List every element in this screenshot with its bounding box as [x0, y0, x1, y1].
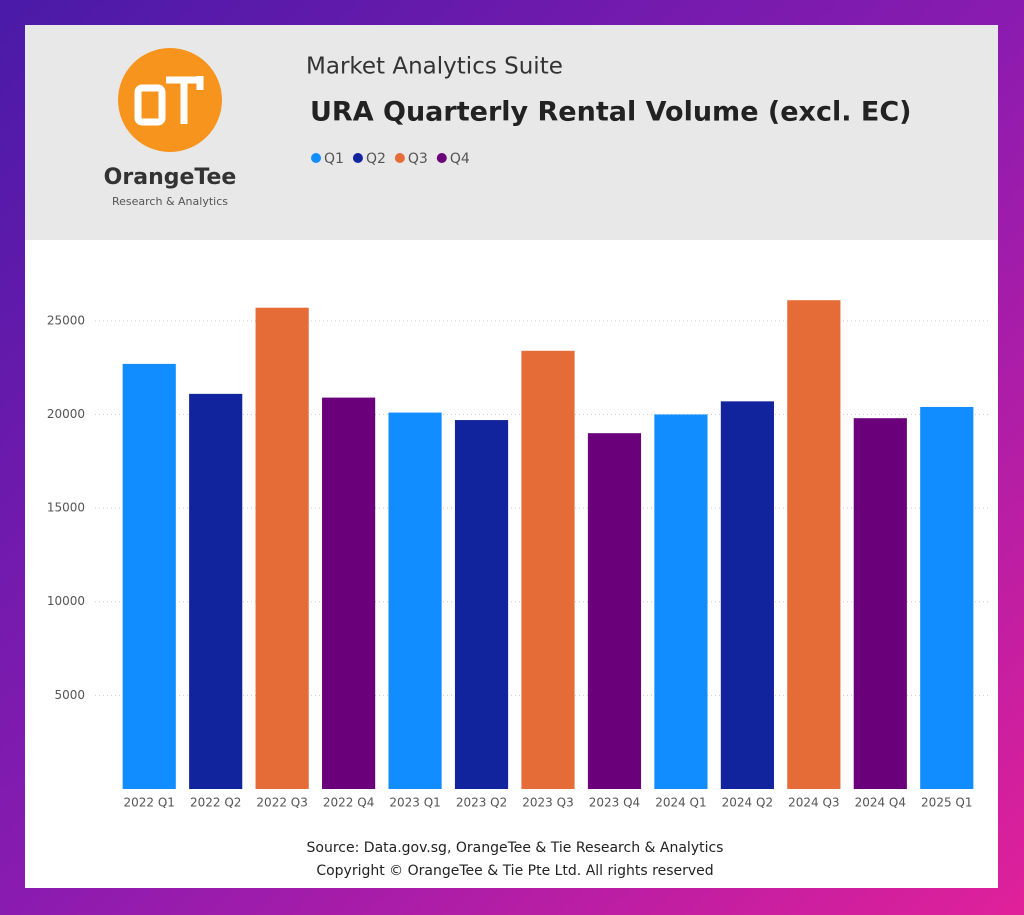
legend-label: Q2: [366, 151, 386, 167]
legend-swatch: [311, 153, 321, 163]
legend-swatch: [352, 153, 363, 163]
x-tick-label: 2024 Q2: [722, 796, 773, 810]
bar: [122, 363, 176, 789]
legend-label: Q4: [450, 151, 470, 167]
x-tick-label: 2023 Q1: [389, 796, 440, 810]
bar: [388, 412, 442, 789]
x-tick-label: 2022 Q1: [124, 796, 175, 810]
y-tick-label: 20000: [47, 407, 85, 421]
x-tick-label: 2024 Q1: [655, 796, 706, 810]
logo-tagline: Research & Analytics: [112, 195, 228, 208]
logo-name: OrangeTee: [104, 165, 237, 190]
x-tick-label: 2022 Q4: [323, 796, 374, 810]
x-tick-label: 2024 Q3: [788, 796, 839, 810]
logo-mark: [134, 76, 204, 126]
x-tick-label: 2024 Q4: [855, 796, 906, 810]
bar: [587, 433, 642, 789]
x-tick-label: 2025 Q1: [921, 796, 972, 810]
bar: [853, 418, 907, 789]
bar: [521, 350, 575, 789]
y-tick-label: 10000: [47, 594, 85, 608]
x-tick-label: 2023 Q4: [589, 796, 640, 810]
logo-circle: [118, 48, 222, 152]
bar: [189, 393, 243, 789]
source: Source: Data.gov.sg, OrangeTee & Tie Res…: [307, 840, 724, 856]
legend-label: Q3: [408, 151, 428, 167]
app-name: Market Analytics Suite: [306, 54, 563, 80]
legend-swatch: [394, 153, 405, 163]
x-tick-label: 2022 Q3: [256, 796, 307, 810]
y-tick-label: 25000: [47, 313, 85, 327]
copyright: Copyright © OrangeTee & Tie Pte Ltd. All…: [316, 863, 713, 879]
bar: [920, 406, 974, 789]
bar: [255, 307, 309, 789]
legend-swatch: [436, 153, 447, 163]
y-tick-label: 15000: [47, 501, 85, 515]
bar: [322, 397, 376, 789]
chart-title: URA Quarterly Rental Volume (excl. EC): [310, 97, 912, 128]
legend-label: Q1: [324, 151, 344, 167]
bar: [787, 300, 841, 789]
bar: [454, 420, 509, 789]
x-tick-label: 2023 Q2: [456, 796, 507, 810]
bar: [720, 401, 774, 789]
bar: [654, 414, 708, 789]
y-tick-label: 5000: [54, 688, 85, 702]
x-tick-label: 2022 Q2: [190, 796, 241, 810]
x-tick-label: 2023 Q3: [522, 796, 573, 810]
